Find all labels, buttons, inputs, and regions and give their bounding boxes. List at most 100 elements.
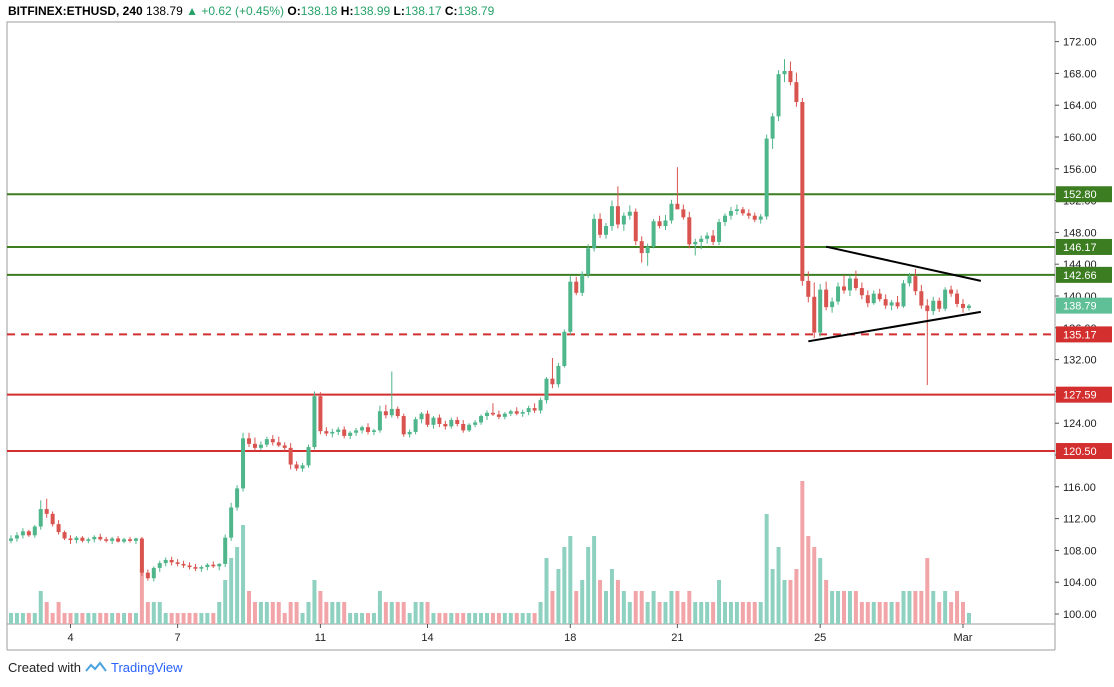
tradingview-logo-icon [85,660,107,672]
volume-bar [592,536,597,624]
candle-body [604,226,608,235]
plot-area[interactable] [6,21,1056,625]
volume-bar [86,613,91,624]
candle-body [705,235,710,239]
candle-body [377,411,382,431]
candle-body [901,283,906,307]
volume-bar [14,613,19,624]
candle-body [788,71,793,83]
volume-bar [651,591,656,624]
candle-body [20,531,25,536]
candle-body [913,276,918,292]
volume-bar [925,558,930,624]
close-value: 138.79 [457,4,495,18]
candle-body [211,564,216,567]
candle-body [98,536,103,540]
candle-body [859,288,864,296]
volume-bar [717,580,722,624]
volume-bar [538,602,543,624]
triangle-trendline [825,245,982,282]
x-tick-label: Mar [954,632,973,644]
candle-body [229,507,234,538]
volume-bar [502,613,507,624]
y-tick-label: 116.00 [1063,482,1096,494]
candle-body [187,565,192,568]
candle-body [574,281,579,293]
price-axis[interactable]: 100.00104.00108.00112.00116.00120.00124.… [1055,37,1112,621]
volume-bar [496,613,501,624]
volume-bar [276,602,281,624]
candle-body [520,412,525,414]
time-axis[interactable]: 4 7 11 14 18 21 25 Mar [67,624,973,644]
volume-bar [175,613,180,624]
volume-bar [645,602,650,624]
candle-body [711,235,716,242]
volume-bar [550,591,555,624]
price-level-tag-label: 127.59 [1063,390,1097,402]
volume-bar [723,602,727,624]
x-tick-label: 11 [315,632,326,644]
volume-bar [252,602,257,624]
volume-bar [580,580,585,624]
candle-body [776,74,781,117]
volume-bar [586,547,591,624]
volume-bar [157,602,162,624]
candle-body [342,429,347,436]
volume-bar [270,602,275,624]
volume-bar [181,613,186,624]
volume-bar [877,602,882,624]
candle-body [50,513,55,525]
volume-bar [62,613,67,624]
volume-bar [300,613,305,624]
volume-bar [955,591,960,624]
volume-bar [383,602,388,624]
volume-bar [598,580,603,624]
low-value: 138.17 [404,4,442,18]
volume-bar [824,580,829,624]
candle-body [853,278,858,289]
candle-body [645,246,650,254]
volume-bar [342,602,347,624]
volume-bar [943,591,948,624]
candle-body [496,414,501,417]
candle-body [68,538,73,541]
candle-body [830,301,835,308]
candle-body [437,417,442,424]
volume-bar [681,602,686,624]
candle-body [324,431,329,434]
candle-body [752,215,757,220]
candle-body [270,439,275,443]
open-label: O: [287,4,301,18]
volume-bar [348,613,353,624]
candle-body [425,413,430,425]
volume-bar [836,591,841,624]
candle-body [651,221,656,247]
volume-bar [788,580,793,624]
volume-bar [26,613,31,624]
high-value: 138.99 [353,4,391,18]
candle-body [598,218,603,235]
volume-bar [235,547,240,624]
volume-bar [764,514,769,624]
candle-body [949,289,954,294]
volume-bar [151,602,156,624]
volume-bar [139,569,144,624]
candle-body [139,538,144,573]
candle-body [782,71,787,75]
y-tick-label: 148.00 [1063,227,1097,239]
candle-body [883,299,888,306]
candle-body [14,535,19,539]
candle-body [609,206,614,227]
candle-body [633,211,638,242]
volume-bar [699,602,704,624]
volume-bar [110,613,115,624]
candle-body [931,300,936,312]
volume-bar [937,602,942,624]
candle-body [110,538,115,541]
candle-body [746,213,751,216]
volume-bar [241,525,246,624]
candle-body [294,464,299,469]
volume-bar [485,613,489,624]
volume-bar [371,613,376,624]
